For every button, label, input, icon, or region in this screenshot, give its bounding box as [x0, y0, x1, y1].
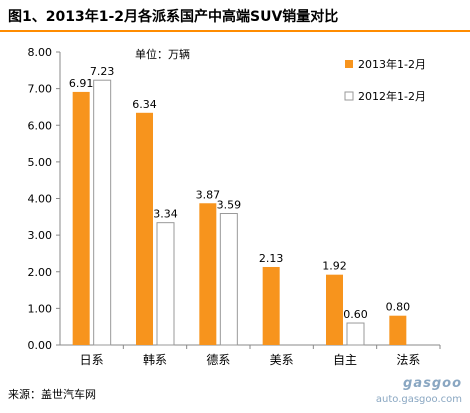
gasgoo-url: auto.gasgoo.com [375, 394, 462, 405]
legend-label-2012: 2012年1-2月 [358, 89, 426, 103]
data-label: 3.59 [217, 199, 242, 212]
y-tick-label: 2.00 [28, 266, 53, 279]
data-label: 0.60 [343, 308, 368, 321]
y-tick-label: 6.00 [28, 119, 53, 132]
title-divider [0, 30, 470, 32]
x-tick-label: 日系 [80, 353, 104, 367]
data-label: 1.92 [322, 260, 347, 273]
bar-2013 [136, 112, 153, 345]
bar-2013 [199, 203, 217, 345]
bar-2013 [326, 274, 343, 345]
bar-2012 [219, 213, 238, 346]
y-tick-label: 3.00 [28, 229, 53, 242]
bar-2013 [389, 315, 407, 345]
bar-2013 [262, 266, 280, 345]
data-label: 6.91 [69, 77, 94, 90]
bar-2012 [346, 322, 365, 346]
data-label: 7.23 [90, 65, 115, 78]
y-tick-label: 5.00 [28, 156, 53, 169]
source-note: 来源：盖世汽车网 [8, 388, 96, 401]
x-tick-label: 韩系 [143, 352, 167, 367]
chart-title: 图1、2013年1-2月各派系国产中高端SUV销量对比 [8, 9, 339, 25]
data-label: 0.80 [386, 301, 411, 314]
y-tick-label: 1.00 [28, 302, 53, 315]
data-label: 6.34 [132, 98, 157, 111]
gasgoo-logo: gasgoo [403, 376, 462, 391]
bar-2012 [156, 222, 175, 346]
y-tick-label: 7.00 [28, 83, 53, 96]
x-tick-label: 德系 [206, 352, 230, 367]
legend-swatch-2012 [344, 91, 354, 101]
legend-label-2013: 2013年1-2月 [358, 57, 426, 71]
legend-swatch-2013 [345, 60, 353, 68]
y-tick-label: 0.00 [28, 339, 53, 352]
bar-2012 [93, 79, 112, 346]
bar-chart: 0.00 1.00 2.00 3.00 4.00 5.00 6.00 7.00 8.00 日系 韩系… [28, 46, 441, 367]
data-label: 2.13 [259, 252, 284, 265]
x-tick-label: 法系 [396, 353, 420, 367]
unit-label: 单位：万辆 [135, 47, 190, 61]
x-tick-label: 自主 [333, 353, 357, 367]
legend: 2013年1-2月 2012年1-2月 [344, 57, 426, 103]
bar-2013 [72, 91, 90, 345]
y-tick-label: 4.00 [28, 193, 53, 206]
y-tick-label: 8.00 [28, 46, 53, 59]
data-label: 3.34 [153, 208, 178, 221]
x-tick-label: 美系 [270, 353, 294, 367]
data-label: 3.87 [196, 188, 221, 201]
